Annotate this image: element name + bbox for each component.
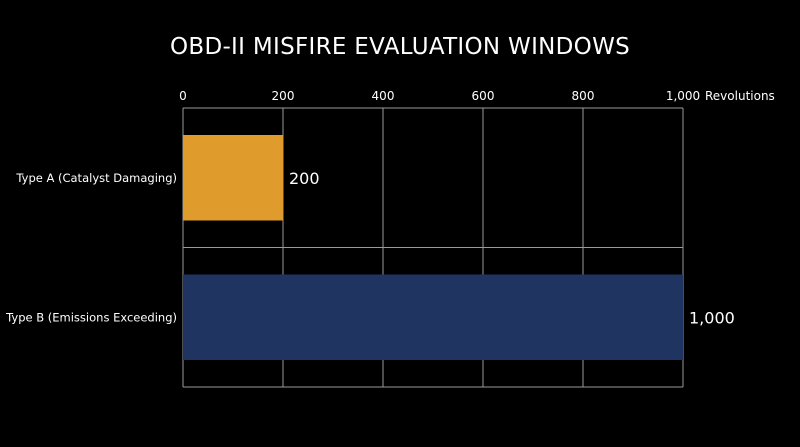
x-tick-label-2: 400 — [372, 89, 395, 103]
x-tick-label-3: 600 — [472, 89, 495, 103]
data-label-1: 1,000 — [689, 308, 735, 327]
category-label-0: Type A (Catalyst Damaging) — [15, 171, 177, 185]
bar-1 — [183, 274, 683, 360]
x-tick-label-1: 200 — [272, 89, 295, 103]
x-axis-label: Revolutions — [705, 89, 775, 103]
x-tick-label-4: 800 — [572, 89, 595, 103]
x-tick-label-5: 1,000 — [666, 89, 700, 103]
data-label-0: 200 — [289, 169, 320, 188]
category-label-1: Type B (Emissions Exceeding) — [5, 310, 177, 324]
bar-0 — [183, 135, 283, 221]
x-tick-label-0: 0 — [179, 89, 187, 103]
chart-title: OBD-II MISFIRE EVALUATION WINDOWS — [169, 34, 631, 60]
